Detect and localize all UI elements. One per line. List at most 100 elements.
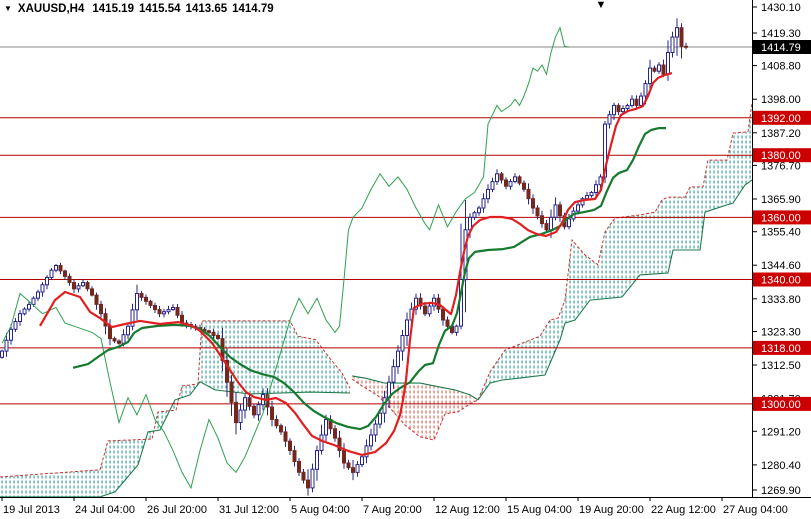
y-axis-tick-label: 1344.60 [761, 260, 801, 272]
candle [238, 403, 243, 430]
candle [508, 179, 513, 190]
price-level-label: 1340.00 [753, 272, 811, 287]
kumo-cloud [478, 102, 752, 400]
x-axis-tick-label: 27 Aug 04:00 [723, 504, 788, 516]
candle [495, 169, 499, 185]
candle [634, 95, 639, 109]
candle [612, 102, 616, 121]
svg-text:1340.00: 1340.00 [761, 275, 801, 287]
candle [580, 197, 585, 208]
candle [522, 180, 526, 192]
candle [58, 262, 63, 275]
candle [306, 469, 310, 496]
ohlc-close: 1414.79 [232, 3, 274, 15]
candle [27, 301, 31, 312]
candle [477, 205, 481, 216]
price-level-label: 1380.00 [753, 148, 811, 163]
y-axis-labels[interactable]: 1430.10 1419.30 1408.80 1398.00 1387.20 1376.… [752, 2, 801, 497]
x-axis-tick-label: 26 Jul 20:00 [147, 504, 207, 516]
candle [49, 268, 54, 280]
candle [171, 304, 175, 311]
price-level-label: 1300.00 [753, 396, 811, 411]
candle [175, 304, 180, 319]
candle [346, 459, 351, 470]
candle [337, 430, 342, 458]
candle [621, 105, 625, 113]
candle [360, 454, 364, 468]
candle [99, 300, 103, 318]
candle [315, 445, 319, 481]
candle [540, 210, 544, 228]
candle [63, 269, 67, 280]
candle [589, 191, 594, 198]
x-axis-tick-label: 7 Aug 20:00 [363, 504, 422, 516]
y-axis-tick-label: 1398.00 [761, 94, 801, 106]
candle [288, 438, 292, 455]
candle [594, 180, 598, 197]
candle [45, 275, 49, 290]
senkou-span-b-line [351, 375, 479, 401]
y-axis-tick-label: 1430.10 [761, 2, 801, 14]
price-level-label: 1318.00 [753, 340, 811, 355]
candle [279, 423, 283, 435]
candle [4, 332, 9, 357]
symbol-period-label: XAUUSD,H4 [17, 3, 85, 15]
candle [553, 197, 558, 221]
kumo-cloud [352, 375, 478, 440]
candle [616, 103, 621, 115]
candles-layer [0, 18, 688, 496]
candle [9, 324, 13, 345]
candle [225, 348, 229, 397]
y-axis-tick-label: 1408.80 [761, 61, 801, 73]
candle [229, 375, 234, 416]
candle [427, 301, 432, 317]
candle [328, 415, 333, 434]
x-axis-tick-label: 12 Aug 12:00 [435, 504, 500, 516]
candle [85, 280, 90, 292]
candle [378, 409, 382, 429]
symbol-dropdown-icon[interactable]: ▼ [4, 4, 12, 13]
candle [675, 18, 679, 56]
candle [418, 293, 423, 310]
x-axis-labels[interactable]: 19 Jul 2013 24 Jul 04:00 26 Jul 20:00 31 Ju… [1, 497, 788, 516]
candle [526, 183, 531, 205]
candle [162, 308, 166, 318]
candle [310, 463, 315, 493]
candle [333, 425, 337, 442]
candle [679, 23, 684, 59]
candle [72, 279, 76, 293]
candle [130, 303, 135, 331]
candle [13, 318, 18, 332]
arrow-marker-icon[interactable]: ▼ [596, 0, 607, 11]
x-axis-tick-label: 5 Aug 04:00 [291, 504, 350, 516]
ohlc-low: 1413.65 [185, 3, 228, 15]
candle [126, 323, 130, 340]
candle [373, 419, 378, 442]
candle [0, 349, 4, 359]
candle [369, 428, 373, 451]
svg-text:1318.00: 1318.00 [761, 343, 801, 355]
candle [405, 312, 409, 346]
svg-text:1414.79: 1414.79 [761, 42, 801, 54]
candle [234, 391, 238, 435]
candle [139, 290, 144, 301]
candle [463, 200, 468, 313]
candle [454, 324, 459, 336]
y-axis-tick-label: 1280.40 [761, 460, 801, 472]
candle [252, 403, 256, 419]
candle [396, 345, 400, 374]
candle [558, 201, 562, 222]
y-axis-tick-label: 1376.70 [761, 160, 801, 172]
ohlc-open: 1415.19 [92, 3, 134, 15]
plot-area[interactable]: ▼ [0, 0, 752, 497]
candle [153, 302, 157, 314]
candle [499, 172, 504, 184]
svg-text:1300.00: 1300.00 [761, 399, 801, 411]
candle [144, 294, 148, 305]
kumo-cloud [0, 320, 350, 497]
candle [117, 339, 121, 345]
x-axis-tick-label: 31 Jul 12:00 [219, 504, 279, 516]
price-level-label: 1360.00 [753, 210, 811, 225]
